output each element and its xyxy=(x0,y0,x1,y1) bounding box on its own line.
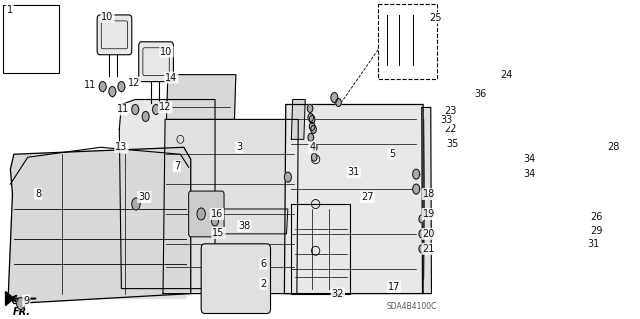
Text: SDA4B4100C: SDA4B4100C xyxy=(387,301,437,310)
Text: 5: 5 xyxy=(388,149,395,159)
Circle shape xyxy=(132,105,139,115)
Text: 11: 11 xyxy=(84,80,96,90)
FancyBboxPatch shape xyxy=(378,4,437,78)
Text: 33: 33 xyxy=(440,115,452,125)
Text: 12: 12 xyxy=(128,78,140,88)
Text: 14: 14 xyxy=(165,73,177,83)
Text: 15: 15 xyxy=(212,228,225,238)
Text: 34: 34 xyxy=(523,154,536,164)
Circle shape xyxy=(331,93,338,102)
Text: 4: 4 xyxy=(309,142,316,152)
Circle shape xyxy=(308,133,314,141)
Polygon shape xyxy=(6,292,14,306)
FancyBboxPatch shape xyxy=(189,191,224,237)
Text: 7: 7 xyxy=(173,161,180,171)
Text: 17: 17 xyxy=(388,282,400,292)
Polygon shape xyxy=(166,75,236,119)
FancyBboxPatch shape xyxy=(97,15,132,55)
Circle shape xyxy=(109,86,116,97)
Polygon shape xyxy=(284,105,423,293)
Circle shape xyxy=(17,298,25,309)
Text: 31: 31 xyxy=(587,239,599,249)
Text: 25: 25 xyxy=(429,13,442,23)
Text: 16: 16 xyxy=(211,209,223,219)
Text: 11: 11 xyxy=(117,104,129,115)
Text: 34: 34 xyxy=(523,169,536,179)
Circle shape xyxy=(413,169,420,179)
Text: 31: 31 xyxy=(348,167,360,177)
Text: 9: 9 xyxy=(23,295,29,306)
Text: 30: 30 xyxy=(138,192,150,202)
Circle shape xyxy=(99,82,106,92)
Ellipse shape xyxy=(423,20,430,30)
Circle shape xyxy=(307,105,313,113)
Polygon shape xyxy=(208,209,288,234)
Circle shape xyxy=(197,208,205,220)
Circle shape xyxy=(212,216,218,226)
Circle shape xyxy=(132,198,140,210)
Circle shape xyxy=(309,122,315,130)
Text: 22: 22 xyxy=(445,124,457,134)
Text: 27: 27 xyxy=(362,192,374,202)
Circle shape xyxy=(413,184,420,194)
Text: 13: 13 xyxy=(115,142,127,152)
Circle shape xyxy=(312,143,317,151)
Text: 20: 20 xyxy=(422,229,435,239)
Text: 2: 2 xyxy=(260,278,267,289)
Polygon shape xyxy=(13,164,186,299)
Polygon shape xyxy=(163,119,298,293)
Text: 29: 29 xyxy=(590,226,603,236)
FancyBboxPatch shape xyxy=(3,5,59,73)
Text: 1: 1 xyxy=(6,5,13,15)
Circle shape xyxy=(142,111,149,122)
FancyBboxPatch shape xyxy=(201,244,271,314)
Circle shape xyxy=(336,99,341,107)
Text: 21: 21 xyxy=(422,244,435,254)
Text: 32: 32 xyxy=(332,289,344,299)
Circle shape xyxy=(284,172,291,182)
Text: 3: 3 xyxy=(236,142,243,152)
Text: 10: 10 xyxy=(161,47,173,57)
Text: 36: 36 xyxy=(475,89,487,99)
Circle shape xyxy=(312,153,317,161)
Polygon shape xyxy=(8,147,191,304)
Text: 12: 12 xyxy=(159,102,172,113)
Circle shape xyxy=(152,105,159,115)
Circle shape xyxy=(311,125,316,133)
Text: 8: 8 xyxy=(35,189,41,199)
Text: 38: 38 xyxy=(238,221,250,231)
Ellipse shape xyxy=(421,17,432,33)
Text: 26: 26 xyxy=(590,212,603,222)
Polygon shape xyxy=(119,100,215,289)
Text: 23: 23 xyxy=(445,107,457,116)
Text: 10: 10 xyxy=(101,12,114,22)
Circle shape xyxy=(308,114,314,122)
FancyBboxPatch shape xyxy=(139,42,173,82)
Circle shape xyxy=(118,82,125,92)
Text: 18: 18 xyxy=(422,189,435,199)
Circle shape xyxy=(419,215,424,223)
Text: 28: 28 xyxy=(608,142,620,152)
Text: 6: 6 xyxy=(260,259,267,269)
Text: 24: 24 xyxy=(500,70,513,80)
Text: 35: 35 xyxy=(447,139,459,149)
Circle shape xyxy=(419,230,424,238)
Polygon shape xyxy=(291,100,305,139)
Text: FR.: FR. xyxy=(13,307,31,316)
Circle shape xyxy=(309,115,315,123)
Circle shape xyxy=(419,245,424,253)
Text: 19: 19 xyxy=(422,209,435,219)
Polygon shape xyxy=(422,108,431,293)
